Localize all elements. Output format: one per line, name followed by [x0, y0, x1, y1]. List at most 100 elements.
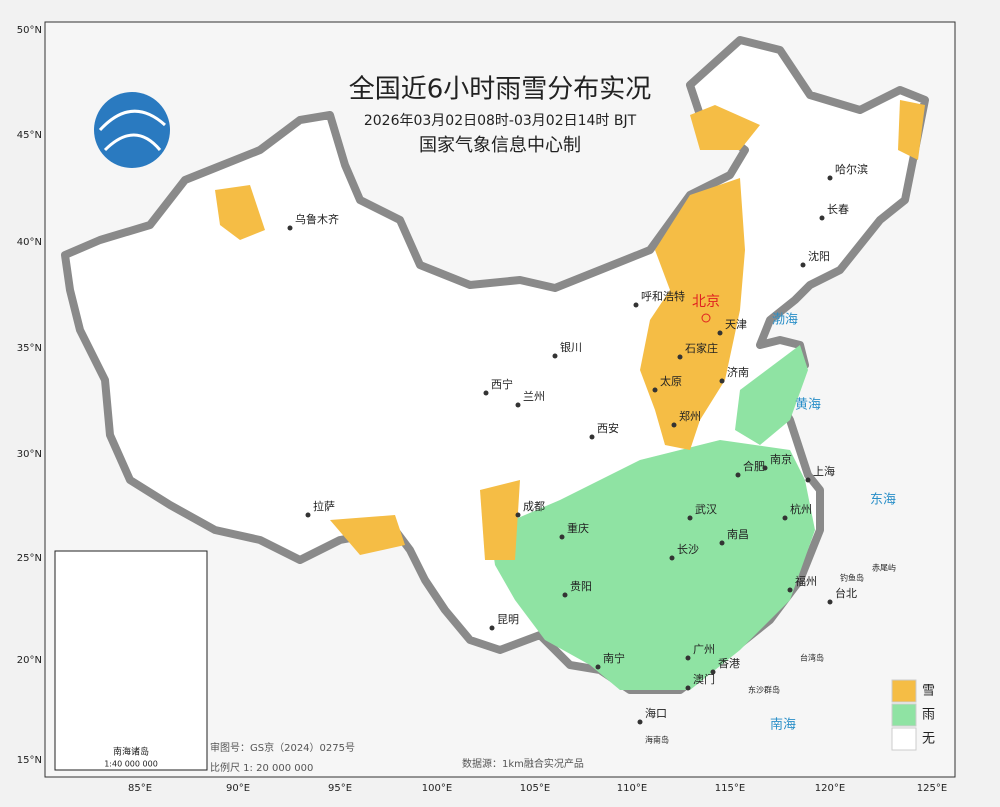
city-label: 拉萨	[313, 499, 335, 513]
city-marker	[677, 354, 683, 360]
latitude-label: 40°N	[17, 237, 42, 248]
longitude-label: 120°E	[815, 783, 845, 794]
latitude-label: 15°N	[17, 755, 42, 766]
city-marker	[633, 302, 639, 308]
city-label: 澳门	[693, 672, 715, 686]
logo-mark	[98, 109, 167, 152]
city-marker	[800, 262, 806, 268]
latitude-label: 35°N	[17, 343, 42, 354]
city-marker	[562, 592, 568, 598]
sea-label: 东海	[870, 493, 896, 508]
city-label: 南宁	[603, 651, 625, 665]
city-label: 贵阳	[570, 580, 592, 593]
snow-area	[330, 515, 405, 555]
city-marker	[589, 434, 595, 440]
longitude-label: 115°E	[715, 783, 745, 794]
city-label: 郑州	[679, 409, 701, 423]
legend-label: 雪	[922, 684, 935, 699]
snow-area	[215, 185, 265, 240]
legend-swatch	[891, 727, 917, 751]
city-label: 武汉	[695, 503, 717, 516]
city-label: 成都	[523, 500, 545, 513]
latitude-label: 30°N	[17, 449, 42, 460]
capital-label: 北京	[692, 294, 720, 310]
producer: 国家气象信息中心制	[419, 135, 581, 156]
city-label: 乌鲁木齐	[295, 212, 339, 226]
sea-label: 南海	[770, 717, 796, 733]
city-label: 上海	[813, 464, 835, 478]
title: 全国近6小时雨雪分布实况	[349, 75, 652, 105]
longitude-label: 95°E	[328, 783, 352, 794]
city-label: 西宁	[491, 377, 513, 391]
city-marker	[489, 625, 495, 631]
sea-label: 渤海	[772, 312, 798, 328]
scale-note: 比例尺 1: 20 000 000	[210, 761, 313, 774]
city-marker	[559, 534, 565, 540]
latitude-label: 25°N	[17, 553, 42, 564]
city-label: 长沙	[677, 543, 699, 556]
city-marker	[717, 330, 723, 336]
city-marker	[827, 175, 833, 181]
city-marker	[827, 599, 833, 605]
city-label: 石家庄	[685, 341, 718, 355]
longitude-label: 125°E	[917, 783, 947, 794]
city-label: 台北	[835, 586, 857, 600]
city-marker	[669, 555, 675, 561]
city-label: 海口	[645, 706, 667, 720]
legend-swatch	[891, 679, 917, 703]
logo	[94, 92, 170, 168]
city-label: 南京	[770, 452, 792, 466]
city-label: 兰州	[523, 390, 545, 403]
inset-frame	[54, 550, 208, 771]
island-label: 钓鱼岛	[840, 573, 864, 583]
source-note: 数据源：1km融合实况产品	[462, 757, 584, 770]
longitude-label: 90°E	[226, 783, 250, 794]
longitude-label: 100°E	[422, 783, 452, 794]
city-marker	[819, 215, 825, 221]
inset-scale: 1:40 000 000	[104, 760, 158, 769]
island-label: 海南岛	[645, 735, 669, 745]
city-marker	[735, 472, 741, 478]
city-marker	[787, 587, 793, 593]
latitude-label: 45°N	[17, 130, 42, 141]
longitude-label: 85°E	[128, 783, 152, 794]
subtitle: 2026年03月02日08时-03月02日14时 BJT	[364, 113, 637, 129]
legend-label: 无	[922, 732, 935, 747]
city-marker	[782, 515, 788, 521]
longitude-label: 105°E	[520, 783, 550, 794]
city-marker	[305, 512, 311, 518]
city-label: 呼和浩特	[641, 289, 685, 303]
island-label: 赤尾屿	[872, 564, 896, 573]
rain-area	[735, 345, 808, 445]
city-label: 合肥	[743, 459, 765, 473]
city-label: 香港	[718, 657, 740, 670]
city-label: 重庆	[567, 521, 589, 535]
city-marker	[287, 225, 293, 231]
approval-note: 审图号：GS京（2024）0275号	[210, 741, 355, 754]
city-marker	[762, 465, 768, 471]
city-marker	[515, 402, 521, 408]
city-label: 银川	[560, 340, 582, 354]
island-label: 台湾岛	[800, 653, 824, 663]
city-marker	[595, 664, 601, 670]
city-label: 长春	[827, 203, 849, 216]
city-label: 广州	[693, 643, 715, 656]
snow-area	[640, 178, 745, 450]
city-marker	[483, 390, 489, 396]
city-label: 天津	[725, 318, 747, 331]
legend-label: 雨	[922, 708, 935, 723]
city-marker	[719, 540, 725, 546]
longitude-label: 110°E	[617, 783, 647, 794]
city-label: 沈阳	[808, 249, 830, 263]
snow-area	[690, 105, 760, 150]
city-label: 西安	[597, 421, 619, 435]
city-marker	[652, 387, 658, 393]
city-marker	[685, 685, 691, 691]
island-label: 东沙群岛	[748, 685, 780, 695]
city-marker	[671, 422, 677, 428]
city-label: 太原	[660, 375, 682, 388]
rain-area	[490, 440, 815, 690]
city-marker	[637, 719, 643, 725]
latitude-label: 50°N	[17, 25, 42, 36]
